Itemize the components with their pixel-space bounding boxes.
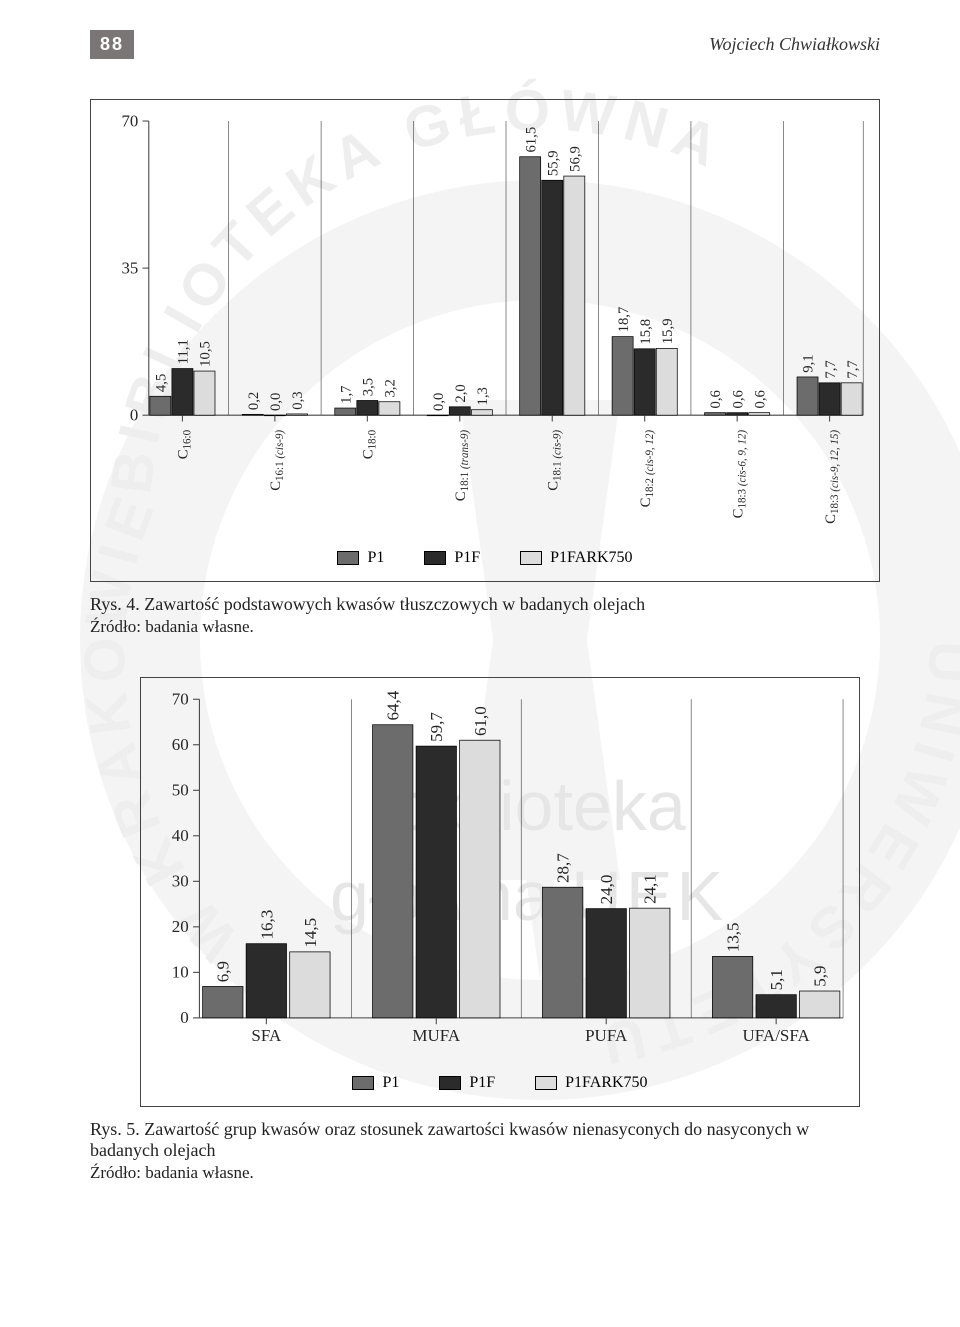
legend-item-p1: P1 [337,549,384,567]
svg-text:7,7: 7,7 [845,360,861,378]
svg-text:61,0: 61,0 [471,706,490,736]
swatch-p1-2 [352,1076,374,1090]
swatch-p1fark-2 [535,1076,557,1090]
svg-text:60: 60 [172,735,189,754]
svg-text:18,7: 18,7 [616,307,632,333]
svg-text:59,7: 59,7 [427,712,446,742]
svg-text:0,0: 0,0 [268,393,284,411]
svg-text:11,1: 11,1 [176,339,192,364]
svg-text:4,5: 4,5 [154,374,170,392]
chart1-legend: P1 P1F P1FARK750 [91,541,879,581]
svg-text:35: 35 [121,258,138,277]
svg-text:0,6: 0,6 [708,390,724,408]
fig4-source: Źródło: badania własne. [90,617,880,637]
chart2-container: 0 10 20 30 40 50 60 70 6,9 16,3 14,5 SFA 64,4 59,7 61,… [140,677,860,1107]
svg-text:10: 10 [172,963,189,982]
swatch-p1f [424,551,446,565]
chart1-container: 0 35 70 4,5 11,1 10,5 C16:0 0,2 0,0 0,3 C16:1 (cis… [90,99,880,582]
svg-text:C16:1 (cis-9): C16:1 (cis-9) [268,430,286,491]
svg-text:61,5: 61,5 [523,127,539,153]
svg-text:13,5: 13,5 [724,923,743,953]
chart2: 0 10 20 30 40 50 60 70 6,9 16,3 14,5 SFA 64,4 59,7 61,… [141,678,859,1066]
svg-text:0,0: 0,0 [431,393,447,411]
svg-text:UFA/SFA: UFA/SFA [742,1027,810,1046]
swatch-p1 [337,551,359,565]
svg-text:3,5: 3,5 [360,378,376,396]
svg-text:0,2: 0,2 [246,392,262,410]
svg-text:1,7: 1,7 [338,385,354,403]
svg-text:70: 70 [172,690,189,709]
svg-text:24,0: 24,0 [597,875,616,905]
svg-text:C18:3 (cis-6, 9, 12): C18:3 (cis-6, 9, 12) [730,430,748,519]
fig5-source: Źródło: badania własne. [90,1163,880,1183]
chart1: 0 35 70 4,5 11,1 10,5 C16:0 0,2 0,0 0,3 C16:1 (cis… [91,100,879,541]
svg-text:55,9: 55,9 [545,150,561,176]
page-header: 88 Wojciech Chwiałkowski [90,30,880,59]
svg-text:16,3: 16,3 [257,910,276,940]
svg-text:0: 0 [130,405,138,424]
fig5-caption: Rys. 5. Zawartość grup kwasów oraz stosu… [90,1119,880,1161]
author-name: Wojciech Chwiałkowski [134,34,880,55]
svg-text:0: 0 [180,1008,189,1027]
svg-text:10,5: 10,5 [198,341,214,367]
svg-text:5,9: 5,9 [811,966,830,987]
svg-text:56,9: 56,9 [567,146,583,172]
legend-label-p1-2: P1 [382,1074,399,1092]
svg-text:C18:2 (cis-9, 12): C18:2 (cis-9, 12) [638,430,656,508]
page-number: 88 [90,30,134,59]
svg-text:6,9: 6,9 [214,961,233,982]
legend-item-p1fark: P1FARK750 [520,549,632,567]
legend-label-p1f: P1F [454,549,480,567]
svg-text:C18:0: C18:0 [361,429,379,459]
svg-text:50: 50 [172,781,189,800]
svg-text:0,6: 0,6 [752,390,768,408]
svg-text:70: 70 [121,111,138,130]
svg-text:2,0: 2,0 [453,384,469,402]
svg-text:40: 40 [172,826,189,845]
swatch-p1f-2 [439,1076,461,1090]
svg-text:0,3: 0,3 [290,391,306,409]
svg-text:SFA: SFA [251,1027,282,1046]
svg-text:5,1: 5,1 [767,969,786,990]
svg-text:MUFA: MUFA [412,1027,461,1046]
legend-label-p1fark: P1FARK750 [550,549,632,567]
legend-label-p1f-2: P1F [469,1074,495,1092]
svg-text:28,7: 28,7 [554,854,573,884]
svg-text:3,2: 3,2 [383,379,399,397]
svg-text:7,7: 7,7 [823,360,839,378]
svg-text:64,4: 64,4 [384,691,403,721]
chart2-legend: P1 P1F P1FARK750 [141,1066,859,1106]
svg-text:20: 20 [172,917,189,936]
svg-text:14,5: 14,5 [301,918,320,948]
legend-item-p1-2: P1 [352,1074,399,1092]
svg-text:9,1: 9,1 [801,354,817,372]
svg-text:C18:1 (cis-9): C18:1 (cis-9) [545,430,563,491]
legend-item-p1f: P1F [424,549,480,567]
svg-text:24,1: 24,1 [641,874,660,904]
legend-label-p1fark-2: P1FARK750 [565,1074,647,1092]
svg-text:PUFA: PUFA [585,1027,628,1046]
svg-text:0,6: 0,6 [730,390,746,408]
svg-text:C16:0: C16:0 [176,429,194,459]
svg-text:30: 30 [172,872,189,891]
svg-text:1,3: 1,3 [475,387,491,405]
legend-label-p1: P1 [367,549,384,567]
svg-text:15,8: 15,8 [638,319,654,345]
legend-item-p1f-2: P1F [439,1074,495,1092]
swatch-p1fark [520,551,542,565]
svg-text:15,9: 15,9 [660,318,676,344]
legend-item-p1fark-2: P1FARK750 [535,1074,647,1092]
fig4-caption: Rys. 4. Zawartość podstawowych kwasów tł… [90,594,880,615]
svg-text:C18:3 (cis-9, 12, 15): C18:3 (cis-9, 12, 15) [823,430,841,524]
svg-text:C18:1 (trans-9): C18:1 (trans-9) [453,430,471,502]
